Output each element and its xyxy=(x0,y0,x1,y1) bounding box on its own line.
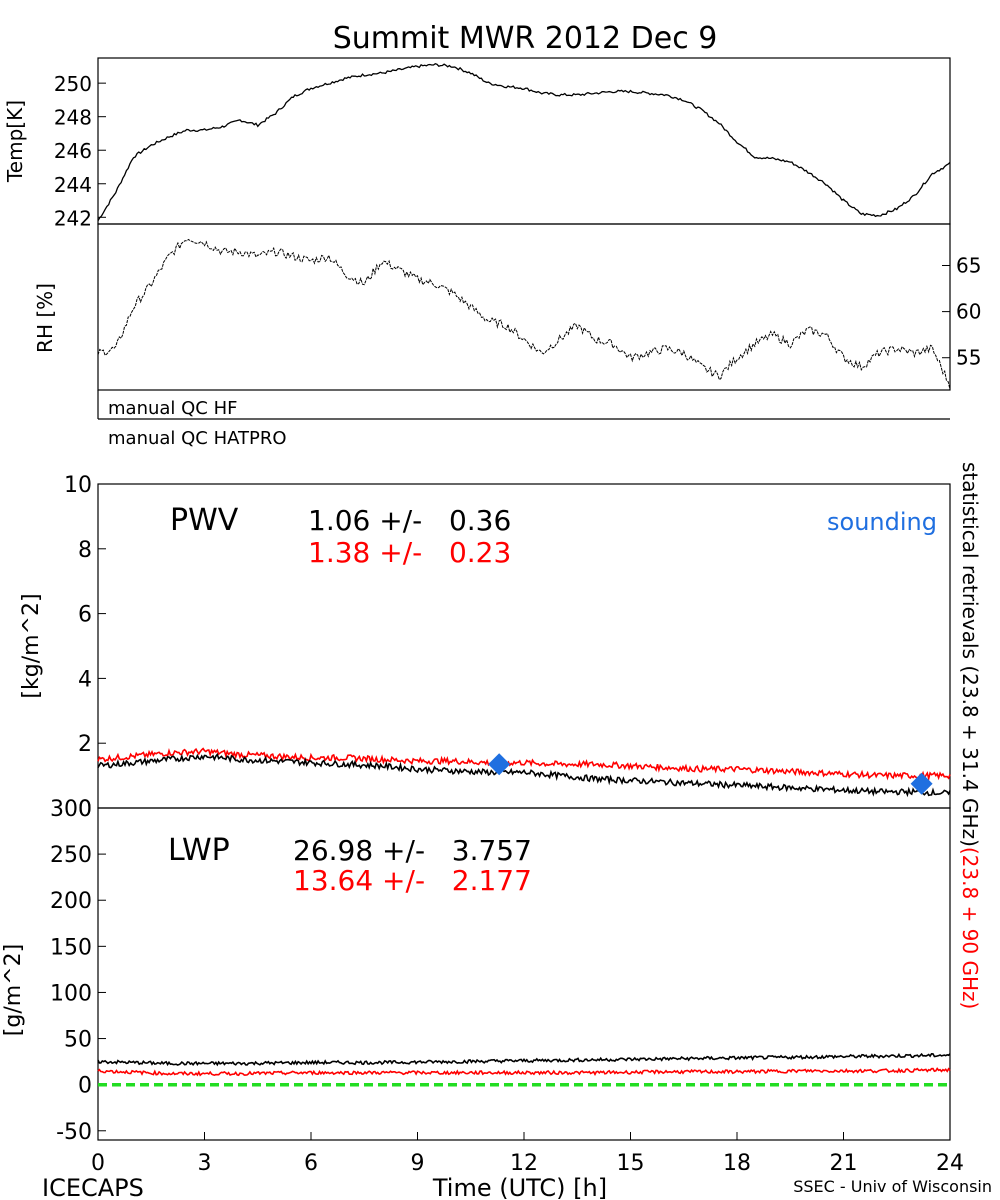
temperature-panel: 242 244 246 248 250 Temp[K] xyxy=(3,57,951,230)
temperature-frame xyxy=(97,57,951,225)
y-tick-label: 0 xyxy=(78,797,92,822)
pwv-line-black xyxy=(97,752,951,798)
x-tick-label: 15 xyxy=(617,1151,645,1176)
x-axis-ticks: 0 3 6 9 12 15 18 21 24 xyxy=(91,1132,964,1176)
y-tick-label: 200 xyxy=(50,889,92,914)
humidity-panel: 55 60 65 RH [%] xyxy=(33,223,981,391)
sounding-points xyxy=(488,753,933,795)
right-label: statistical retrievals (23.8 + 31.4 GHz)… xyxy=(958,462,982,1009)
lwp-label: LWP xyxy=(168,833,230,868)
y-tick-label: 100 xyxy=(50,981,92,1006)
temperature-line xyxy=(97,62,951,222)
lwp-line-black xyxy=(97,1052,951,1067)
qc-strips: manual QC HF manual QC HATPRO xyxy=(97,390,950,449)
y-tick-label: 248 xyxy=(54,106,92,130)
lwp-stat-black: 26.98 +/- 3.757 xyxy=(293,834,532,867)
pwv-axis-label: [kg/m^2] xyxy=(19,593,44,698)
footer-ssec: SSEC - Univ of Wisconsin xyxy=(793,1177,992,1196)
x-tick-label: 6 xyxy=(304,1151,318,1176)
y-tick-label: 246 xyxy=(54,139,92,163)
temperature-axis-label: Temp[K] xyxy=(3,100,27,183)
figure-title: Summit MWR 2012 Dec 9 xyxy=(333,21,718,56)
pwv-series xyxy=(97,747,951,798)
x-tick-label: 9 xyxy=(411,1151,425,1176)
y-tick-label: 250 xyxy=(54,72,92,96)
humidity-axis-label: RH [%] xyxy=(33,283,57,353)
pwv-label: PWV xyxy=(170,503,239,538)
y-tick-label: 300 xyxy=(50,797,92,822)
lwp-axis-label: [g/m^2] xyxy=(1,944,26,1036)
y-tick-label: 0 xyxy=(78,1074,92,1099)
lwp-stat-red: 13.64 +/- 2.177 xyxy=(293,864,532,897)
humidity-line xyxy=(97,238,951,390)
qc-hatpro-label: manual QC HATPRO xyxy=(108,428,287,449)
x-tick-label: 18 xyxy=(723,1151,751,1176)
pwv-y-ticks: 0 2 4 6 8 10 xyxy=(64,473,106,822)
footer-icecaps: ICECAPS xyxy=(42,1174,144,1200)
y-tick-label: 10 xyxy=(64,473,92,498)
sounding-legend: sounding xyxy=(827,508,937,536)
y-tick-label: 65 xyxy=(956,254,981,278)
y-tick-label: 244 xyxy=(54,173,92,197)
right-label-red: (23.8 + 90 GHz) xyxy=(958,847,982,1009)
y-tick-label: 250 xyxy=(50,843,92,868)
qc-hf-label: manual QC HF xyxy=(108,398,237,419)
pwv-stat-red: 1.38 +/- 0.23 xyxy=(308,536,511,569)
sounding-diamond xyxy=(488,753,511,776)
y-tick-label: 6 xyxy=(78,603,92,628)
y-tick-label: 4 xyxy=(78,667,92,692)
y-tick-label: 2 xyxy=(78,732,92,757)
temperature-y-ticks: 242 244 246 248 250 xyxy=(54,72,106,230)
lwp-y-ticks: -50 0 50 100 150 200 250 300 xyxy=(50,797,106,1145)
x-tick-label: 3 xyxy=(198,1151,212,1176)
humidity-y-ticks: 55 60 65 xyxy=(942,254,981,370)
right-label-black: statistical retrievals (23.8 + 31.4 GHz) xyxy=(958,462,982,847)
y-tick-label: 242 xyxy=(54,206,92,230)
humidity-frame xyxy=(97,223,951,391)
x-tick-label: 21 xyxy=(830,1151,858,1176)
pwv-panel: 0 2 4 6 8 10 [kg/m^2] PWV 1.06 +/- 0.36 1.38 … xyxy=(19,473,951,822)
y-tick-label: 50 xyxy=(64,1028,92,1053)
lwp-line-red xyxy=(97,1067,951,1077)
x-tick-label: 0 xyxy=(91,1151,105,1176)
pwv-stat-black: 1.06 +/- 0.36 xyxy=(308,504,511,537)
x-tick-label: 24 xyxy=(936,1151,964,1176)
y-tick-label: 150 xyxy=(50,935,92,960)
x-tick-label: 12 xyxy=(510,1151,538,1176)
y-tick-label: 60 xyxy=(956,300,981,324)
sounding-diamond xyxy=(910,772,933,795)
lwp-series xyxy=(97,1052,951,1087)
y-tick-label: 8 xyxy=(78,538,92,563)
footer-time-label: Time (UTC) [h] xyxy=(432,1174,607,1200)
pwv-line-red xyxy=(97,747,951,782)
y-tick-label: -50 xyxy=(56,1120,92,1145)
y-tick-label: 55 xyxy=(956,346,981,370)
